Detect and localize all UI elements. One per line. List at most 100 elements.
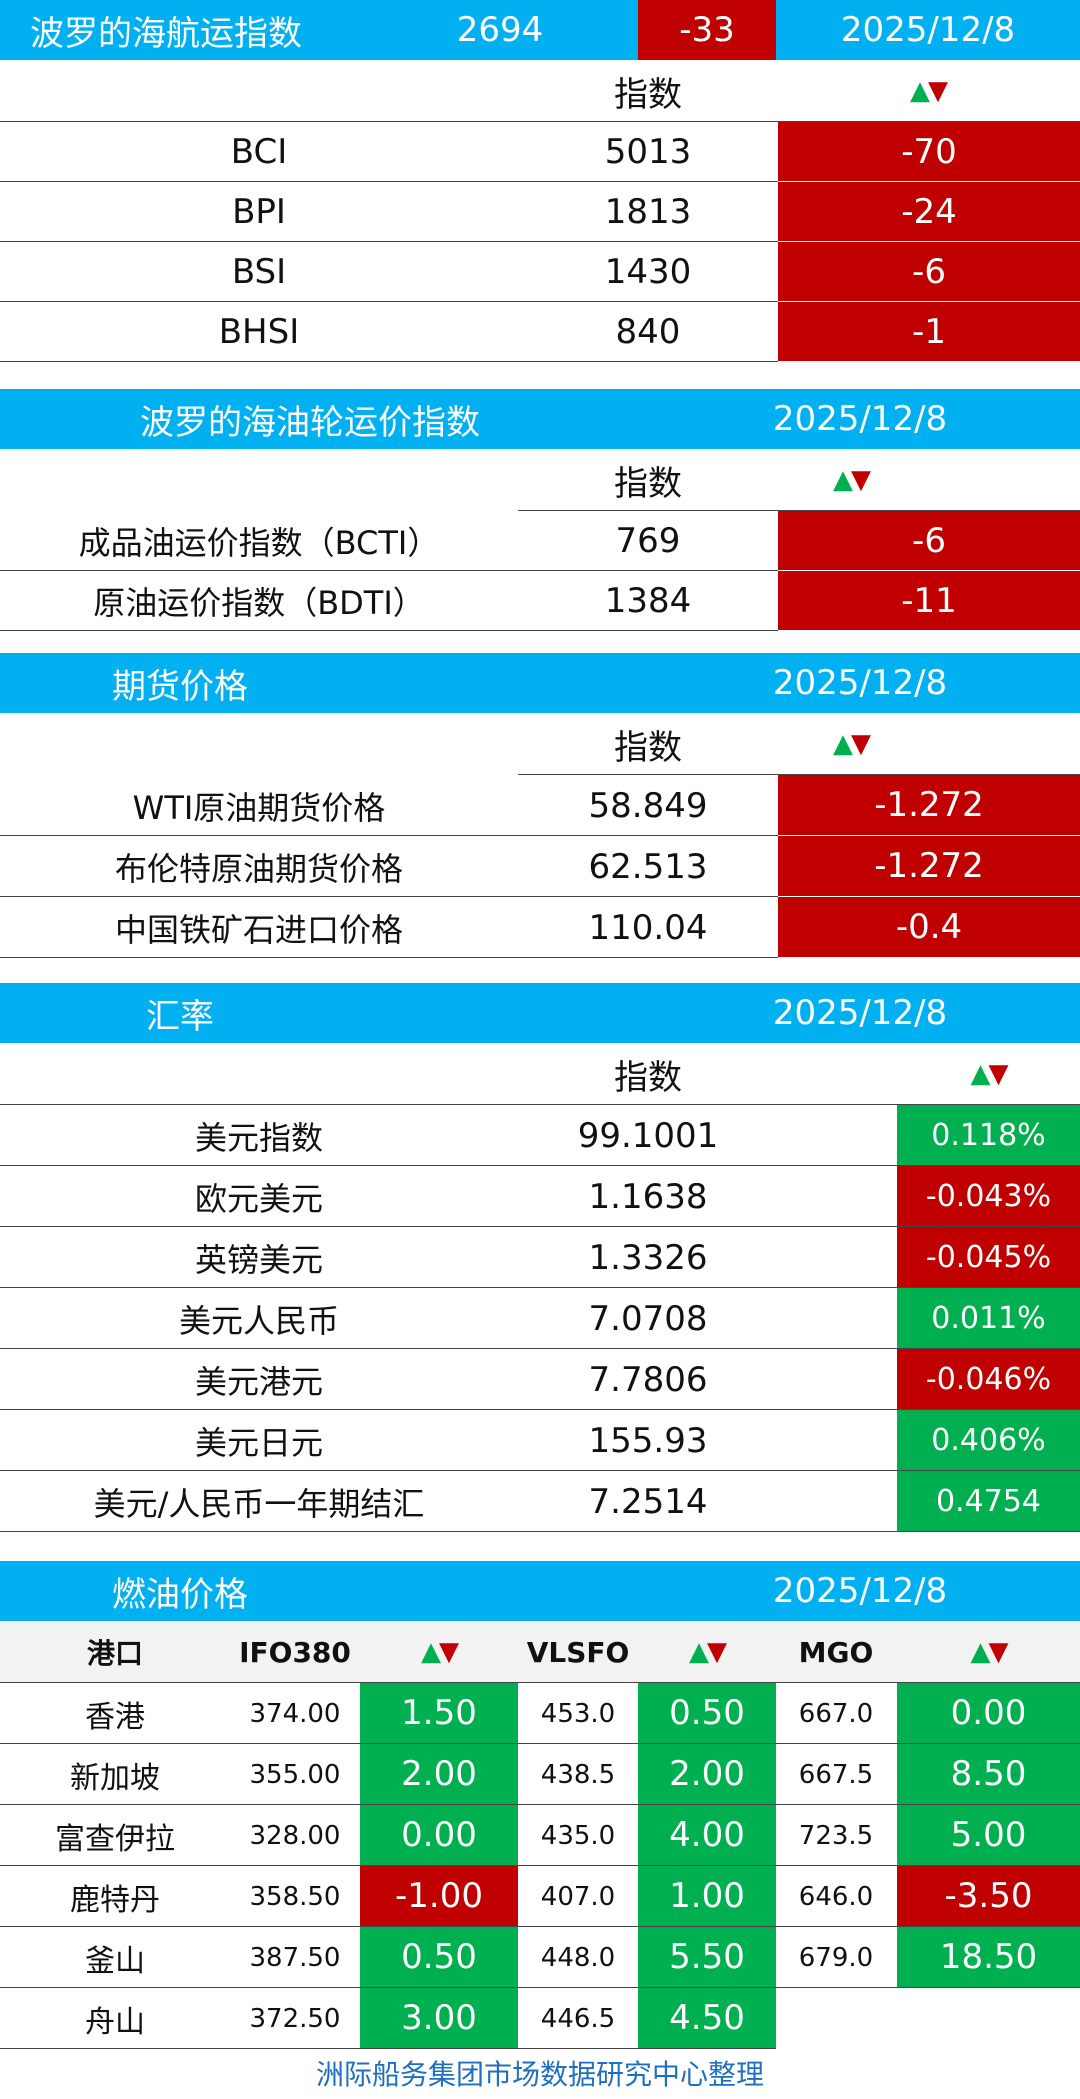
tanker-row-change: -11 — [778, 571, 1080, 630]
fx-row-value: 155.93 — [588, 1420, 708, 1461]
tanker-row-name: 成品油运价指数（BCTI） — [78, 524, 440, 562]
fx-row-change: 0.406% — [897, 1410, 1080, 1470]
row-divider — [0, 1165, 1080, 1166]
fx-col-index: 指数 — [614, 1057, 682, 1098]
baltic-col-index: 指数 — [614, 74, 682, 115]
futures-date: 2025/12/8 — [772, 663, 948, 703]
tanker-row-value: 769 — [615, 521, 681, 561]
bunker-row-mgo-change: 18.50 — [897, 1927, 1080, 1987]
futures-row-name: 中国铁矿石进口价格 — [114, 910, 403, 949]
bunker-row-mgo: 723.5 — [798, 1820, 874, 1851]
row-divider — [0, 2048, 776, 2049]
baltic-row-name: BCI — [230, 132, 288, 172]
bunker-mgo-updown-icon: ▲ ▼ — [970, 1637, 1009, 1667]
bunker-col-mgo: MGO — [798, 1635, 874, 1669]
futures-row-change: -1.272 — [778, 836, 1080, 896]
row-divider — [0, 1348, 1080, 1349]
bunker-row-mgo-change: 5.00 — [897, 1805, 1080, 1865]
bunker-row-vlsfo-change: 5.50 — [638, 1927, 776, 1987]
row-divider — [0, 896, 778, 897]
fx-updown-icon: ▲ ▼ — [970, 1059, 1009, 1089]
row-divider — [0, 181, 778, 182]
footer-credit: 洲际船务集团市场数据研究中心整理 — [315, 2058, 764, 2091]
row-divider — [0, 1531, 1080, 1532]
fx-row-value: 1.3326 — [588, 1237, 708, 1278]
futures-row-value: 62.513 — [588, 846, 708, 887]
baltic-updown-icon: ▲ ▼ — [910, 76, 948, 106]
fx-row-name: 美元港元 — [194, 1362, 323, 1401]
baltic-row-change: -70 — [778, 122, 1080, 181]
baltic-row-name: BSI — [231, 252, 287, 292]
baltic-row-name: BPI — [232, 192, 286, 232]
row-divider — [0, 1865, 1080, 1866]
bunker-col-ifo: IFO380 — [239, 1635, 351, 1669]
baltic-row-value: 840 — [615, 312, 681, 352]
tanker-date: 2025/12/8 — [772, 399, 948, 439]
fx-row-change: 0.118% — [897, 1105, 1080, 1165]
row-divider — [0, 570, 778, 571]
fx-row-change: -0.046% — [897, 1349, 1080, 1409]
bunker-row-mgo-change: 0.00 — [897, 1683, 1080, 1743]
baltic-composite-change: -33 — [638, 0, 776, 60]
bunker-row-vlsfo: 407.0 — [540, 1881, 616, 1912]
futures-header — [0, 653, 1080, 713]
tanker-row-value: 1384 — [604, 581, 692, 621]
baltic-title — [0, 0, 638, 60]
row-divider — [0, 835, 778, 836]
bunker-row-vlsfo-change: 1.00 — [638, 1866, 776, 1926]
bunker-title: 燃油价格 — [112, 1574, 248, 1615]
bunker-row-port: 釜山 — [85, 1943, 145, 1979]
bunker-row-ifo-change: 0.00 — [360, 1805, 518, 1865]
bunker-row-ifo: 374.00 — [249, 1698, 341, 1729]
bunker-row-vlsfo-change: 2.00 — [638, 1744, 776, 1804]
bunker-row-ifo: 358.50 — [249, 1881, 341, 1912]
bunker-row-ifo: 355.00 — [249, 1759, 341, 1790]
tanker-title: 波罗的海油轮运价指数 — [140, 402, 480, 443]
fx-row-name: 欧元美元 — [194, 1179, 323, 1218]
baltic-composite-value: 2694 — [456, 10, 544, 50]
bunker-row-vlsfo: 446.5 — [540, 2003, 616, 2034]
fx-date: 2025/12/8 — [772, 993, 948, 1033]
fx-row-name: 英镑美元 — [194, 1240, 323, 1279]
row-divider — [0, 361, 778, 362]
bunker-row-vlsfo: 453.0 — [540, 1698, 616, 1729]
bunker-row-port: 香港 — [85, 1699, 145, 1735]
bunker-col-header-bg — [0, 1622, 1080, 1682]
row-divider — [0, 1287, 1080, 1288]
baltic-row-value: 1813 — [604, 192, 692, 232]
bunker-row-port: 富查伊拉 — [55, 1821, 175, 1857]
baltic-row-change: -24 — [778, 182, 1080, 241]
bunker-row-ifo-change: 1.50 — [360, 1683, 518, 1743]
bunker-row-mgo: 667.5 — [798, 1759, 874, 1790]
bunker-row-port: 新加坡 — [70, 1760, 160, 1796]
row-divider — [0, 1470, 1080, 1471]
row-divider — [0, 957, 778, 958]
bunker-row-port: 舟山 — [85, 2004, 145, 2040]
futures-row-value: 110.04 — [588, 907, 708, 948]
bunker-ifo-updown-icon: ▲ ▼ — [421, 1637, 459, 1667]
fx-row-value: 7.7806 — [588, 1359, 708, 1400]
bunker-header — [0, 1561, 1080, 1621]
bunker-row-vlsfo: 435.0 — [540, 1820, 616, 1851]
bunker-row-vlsfo-change: 4.00 — [638, 1805, 776, 1865]
bunker-row-mgo-change: -3.50 — [897, 1866, 1080, 1926]
bunker-row-ifo: 328.00 — [249, 1820, 341, 1851]
tanker-updown-icon: ▲ ▼ — [833, 465, 871, 495]
fx-row-name: 美元/人民币一年期结汇 — [93, 1484, 425, 1523]
futures-row-value: 58.849 — [588, 785, 708, 826]
tanker-col-index: 指数 — [614, 463, 682, 504]
row-divider — [0, 1409, 1080, 1410]
row-divider — [0, 1743, 1080, 1744]
fx-row-value: 7.2514 — [588, 1481, 708, 1522]
row-divider — [0, 630, 778, 631]
baltic-row-change: -6 — [778, 242, 1080, 301]
fx-row-change: -0.045% — [897, 1227, 1080, 1287]
row-divider — [0, 1987, 1080, 1988]
row-divider — [0, 1926, 1080, 1927]
fx-title: 汇率 — [146, 996, 214, 1037]
bunker-row-vlsfo: 448.0 — [540, 1942, 616, 1973]
bunker-row-vlsfo: 438.5 — [540, 1759, 616, 1790]
row-divider — [0, 241, 778, 242]
row-divider — [0, 301, 778, 302]
bunker-row-mgo-change: 8.50 — [897, 1744, 1080, 1804]
